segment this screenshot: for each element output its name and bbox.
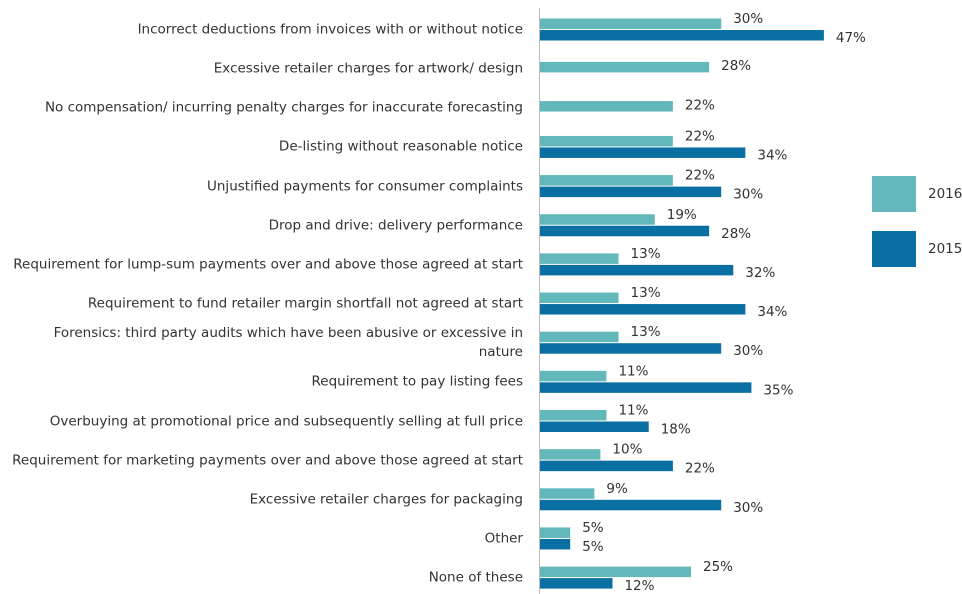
category-label: Excessive retailer charges for packaging bbox=[249, 491, 523, 508]
category-label: Overbuying at promotional price and subs… bbox=[49, 413, 523, 429]
legend-swatch bbox=[872, 176, 916, 212]
value-label: 30% bbox=[733, 11, 763, 27]
bar bbox=[540, 225, 710, 237]
value-label: 22% bbox=[685, 128, 715, 144]
bar bbox=[540, 175, 673, 186]
category-label: Requirement for marketing payments over … bbox=[12, 452, 523, 469]
legend-swatch bbox=[872, 231, 916, 267]
bar bbox=[540, 343, 722, 354]
bar bbox=[540, 566, 691, 578]
category-label: Forensics: third party audits which have… bbox=[53, 325, 523, 361]
value-label: 47% bbox=[836, 30, 866, 46]
legend-label: 2015 bbox=[928, 241, 962, 257]
value-label: 18% bbox=[661, 422, 691, 438]
category-label: Excessive retailer charges for artwork/ … bbox=[213, 60, 523, 77]
bar bbox=[540, 101, 673, 112]
value-label: 28% bbox=[721, 226, 751, 242]
category-label: Drop and drive: delivery performance bbox=[268, 217, 523, 234]
bar bbox=[540, 382, 752, 393]
value-label: 32% bbox=[745, 265, 775, 281]
value-label: 13% bbox=[631, 324, 661, 340]
value-label: 11% bbox=[618, 403, 648, 419]
bar bbox=[540, 253, 619, 264]
category-label: Unjustified payments for consumer compla… bbox=[207, 178, 523, 195]
bar bbox=[540, 460, 673, 472]
value-label: 11% bbox=[618, 363, 648, 379]
value-label: 13% bbox=[631, 285, 661, 301]
category-label: Other bbox=[484, 530, 523, 547]
bar bbox=[540, 214, 655, 225]
bar bbox=[540, 30, 824, 41]
value-label: 9% bbox=[606, 481, 628, 497]
category-label: Requirement to pay listing fees bbox=[311, 373, 523, 390]
bar bbox=[540, 578, 613, 589]
value-label: 28% bbox=[721, 58, 751, 74]
bar bbox=[540, 449, 601, 460]
category-label: Incorrect deductions from invoices with … bbox=[137, 21, 523, 38]
bar bbox=[540, 61, 710, 73]
value-label: 10% bbox=[612, 442, 642, 458]
category-label: Requirement to fund retailer margin shor… bbox=[87, 295, 523, 312]
value-label: 25% bbox=[703, 559, 733, 575]
value-label: 12% bbox=[624, 578, 654, 594]
bar bbox=[540, 304, 746, 315]
bar bbox=[540, 147, 746, 158]
bar bbox=[540, 421, 649, 432]
value-label: 30% bbox=[733, 500, 763, 516]
category-label: No compensation/ incurring penalty charg… bbox=[44, 99, 523, 116]
value-label: 30% bbox=[733, 187, 763, 203]
value-label: 30% bbox=[733, 343, 763, 359]
bar bbox=[540, 264, 734, 276]
value-label: 35% bbox=[763, 382, 793, 398]
bar bbox=[540, 410, 607, 421]
bar bbox=[540, 527, 571, 538]
category-label: Requirement for lump-sum payments over a… bbox=[13, 256, 523, 273]
bar bbox=[540, 370, 607, 382]
bar bbox=[540, 331, 619, 343]
value-label: 34% bbox=[757, 304, 787, 320]
value-label: 22% bbox=[685, 461, 715, 477]
value-label: 13% bbox=[631, 246, 661, 262]
value-label: 19% bbox=[667, 207, 697, 223]
value-label: 5% bbox=[582, 539, 604, 555]
category-label: None of these bbox=[428, 569, 523, 586]
value-label: 5% bbox=[582, 520, 604, 536]
bar bbox=[540, 538, 571, 550]
value-label: 22% bbox=[685, 168, 715, 184]
value-label: 22% bbox=[685, 97, 715, 113]
category-label: De-listing without reasonable notice bbox=[278, 138, 523, 155]
bar bbox=[540, 186, 722, 198]
bar bbox=[540, 135, 673, 147]
legend-label: 2016 bbox=[928, 186, 962, 202]
bar bbox=[540, 18, 722, 29]
bar bbox=[540, 499, 722, 511]
bar bbox=[540, 488, 595, 499]
bar bbox=[540, 292, 619, 304]
value-label: 34% bbox=[757, 147, 787, 163]
